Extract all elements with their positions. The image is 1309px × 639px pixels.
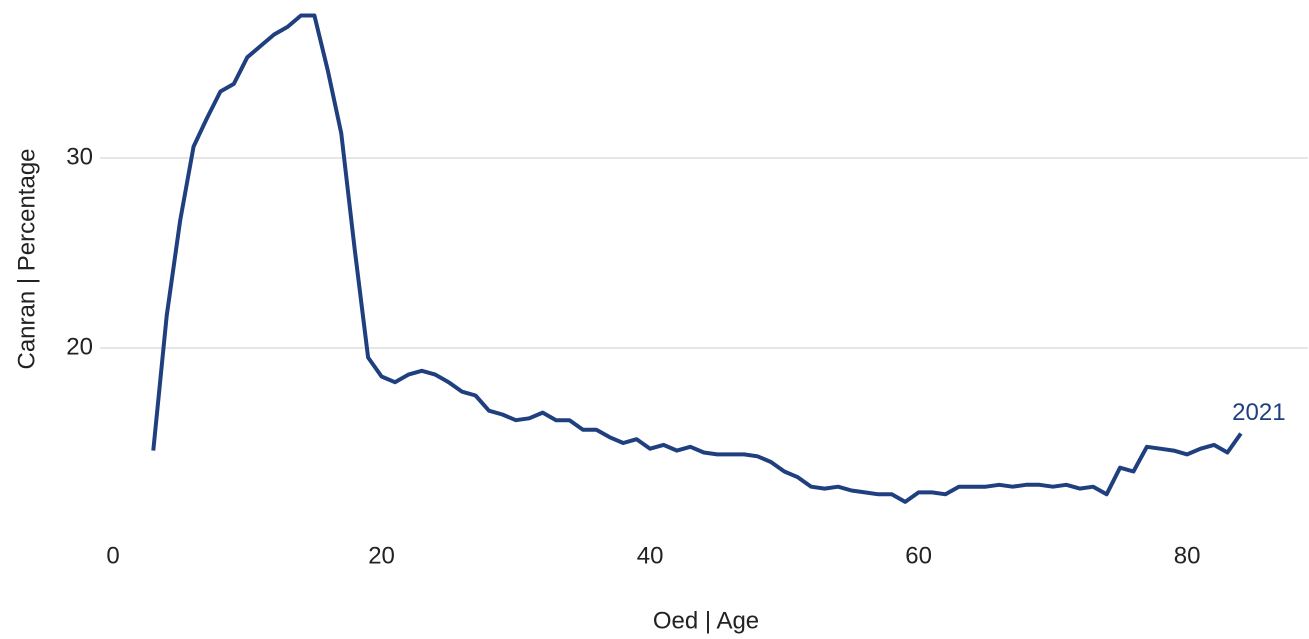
line [151,13,1243,504]
series-label: 2021 [1232,399,1285,426]
x-tick-label: 60 [905,542,932,569]
x-tick-label: 20 [368,542,395,569]
x-tick-label: 40 [637,542,664,569]
x-tick-label: 80 [1174,542,1201,569]
x-axis-title: Oed | Age [653,607,759,634]
y-tick-label: 30 [66,143,93,170]
y-axis-title: Canran | Percentage [13,148,40,369]
x-tick-label: 0 [106,542,119,569]
y-tick-label: 20 [66,333,93,360]
